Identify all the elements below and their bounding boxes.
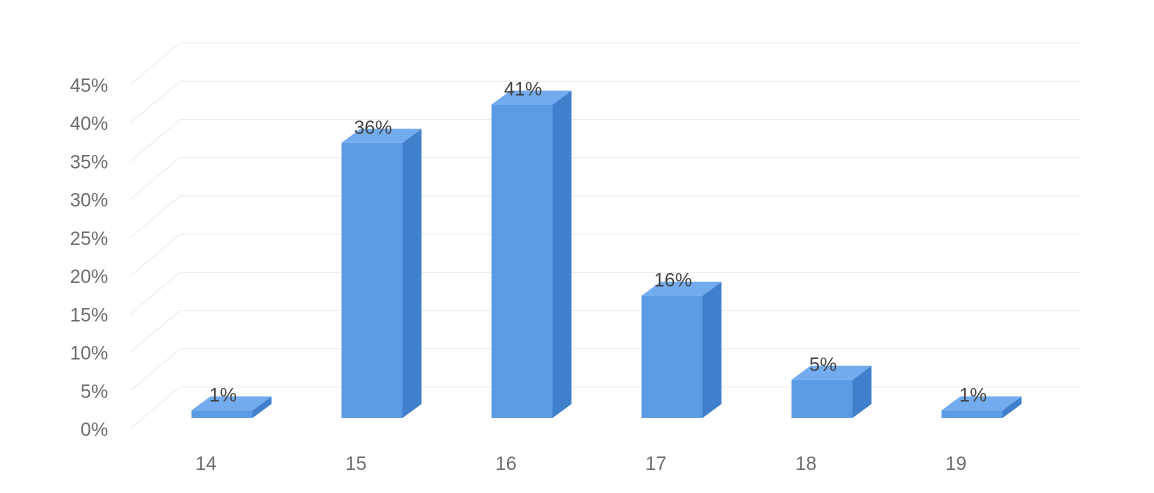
data-label: 1% bbox=[209, 385, 237, 406]
bar-side-face bbox=[702, 281, 722, 418]
bar-side-face bbox=[1002, 396, 1022, 418]
y-tick-label: 45% bbox=[70, 76, 108, 97]
gridline bbox=[129, 233, 1080, 277]
bar-front-face bbox=[641, 295, 703, 418]
y-tick-label: 30% bbox=[70, 191, 108, 212]
bar-top-face bbox=[491, 90, 572, 105]
y-tick-label: 40% bbox=[70, 114, 108, 135]
bar-14 bbox=[191, 396, 272, 418]
bar-17 bbox=[641, 281, 722, 418]
bar-top-face bbox=[941, 396, 1022, 411]
bar-front-face bbox=[791, 379, 853, 418]
gridlines bbox=[129, 42, 1080, 430]
x-tick-label: 15 bbox=[345, 454, 366, 475]
x-tick-label: 19 bbox=[945, 454, 966, 475]
gridline bbox=[129, 195, 1080, 239]
data-label: 41% bbox=[504, 80, 542, 101]
bar-18 bbox=[791, 365, 872, 418]
bar-side-face bbox=[252, 396, 272, 418]
bar-side-face bbox=[852, 365, 872, 418]
y-tick-label: 20% bbox=[70, 267, 108, 288]
x-tick-label: 16 bbox=[495, 454, 516, 475]
y-tick-label: 5% bbox=[81, 382, 109, 403]
y-tick-label: 25% bbox=[70, 229, 108, 250]
gridline bbox=[129, 118, 1080, 162]
y-axis-tick-labels: 0% 5% 10% 15% 20% 25% 30% 35% 40% 45% bbox=[70, 76, 108, 441]
bars bbox=[191, 90, 1022, 419]
y-tick-label: 10% bbox=[70, 344, 108, 365]
x-axis-tick-labels: 14 15 16 17 18 19 bbox=[195, 454, 966, 475]
y-tick-label: 15% bbox=[70, 305, 108, 326]
gridline bbox=[129, 271, 1080, 315]
gridline bbox=[129, 310, 1080, 353]
bar-front-face bbox=[191, 410, 253, 418]
gridline bbox=[129, 348, 1080, 392]
x-tick-label: 14 bbox=[195, 454, 217, 475]
gridline bbox=[129, 386, 1080, 430]
bar-16 bbox=[491, 90, 572, 419]
bar-top-face bbox=[191, 396, 272, 411]
bar-top-face bbox=[641, 281, 722, 296]
bar-side-face bbox=[402, 128, 422, 419]
bar-front-face bbox=[941, 410, 1003, 418]
data-label: 36% bbox=[354, 118, 392, 139]
y-tick-label: 0% bbox=[81, 420, 109, 441]
bar-front-face bbox=[491, 104, 553, 419]
bar-top-face bbox=[341, 128, 422, 143]
x-tick-label: 18 bbox=[795, 454, 816, 475]
bar-19 bbox=[941, 396, 1022, 418]
bar-side-face bbox=[552, 90, 572, 419]
gridline bbox=[129, 157, 1080, 201]
bar-15 bbox=[341, 128, 422, 419]
y-tick-label: 35% bbox=[70, 152, 108, 173]
bar-top-face bbox=[791, 365, 872, 380]
gridline bbox=[129, 42, 1080, 86]
data-label: 5% bbox=[809, 355, 837, 376]
data-labels: 1% 36% 41% 16% 5% 1% bbox=[209, 80, 987, 407]
gridline bbox=[129, 80, 1080, 124]
data-label: 1% bbox=[959, 385, 987, 406]
data-label: 16% bbox=[654, 271, 692, 292]
bar-front-face bbox=[341, 142, 403, 419]
x-tick-label: 17 bbox=[645, 454, 666, 475]
